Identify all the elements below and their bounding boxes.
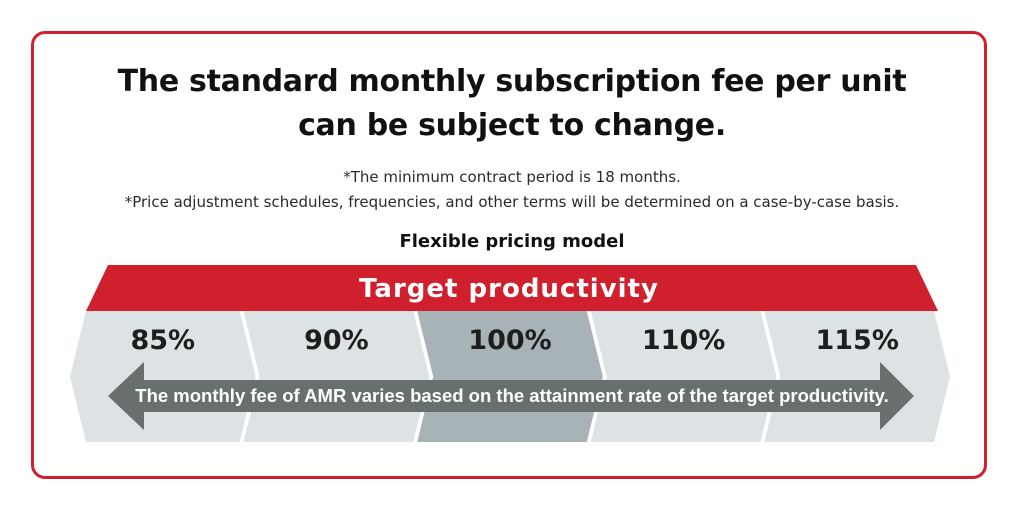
- level-label-1: 85%: [130, 325, 195, 356]
- level-label-5: 115%: [815, 325, 898, 356]
- double-arrow-label: The monthly fee of AMR varies based on t…: [135, 385, 888, 406]
- level-chevrons: 85% 90% 100% 110% 115%: [70, 311, 950, 442]
- target-band-label: Target productivity: [359, 274, 659, 304]
- level-label-4: 110%: [642, 325, 725, 356]
- double-arrow: [108, 362, 914, 430]
- note-contract-period: *The minimum contract period is 18 month…: [343, 168, 681, 186]
- level-label-3: 100%: [468, 325, 551, 356]
- note-price-adjustment: *Price adjustment schedules, frequencies…: [124, 193, 900, 211]
- title-line-1: The standard monthly subscription fee pe…: [117, 64, 907, 99]
- title-line-2: can be subject to change.: [298, 108, 726, 143]
- diagram-subtitle: Flexible pricing model: [399, 231, 625, 252]
- page-title: The standard monthly subscription fee pe…: [0, 60, 1024, 148]
- level-label-2: 90%: [304, 325, 369, 356]
- target-band: [86, 265, 938, 311]
